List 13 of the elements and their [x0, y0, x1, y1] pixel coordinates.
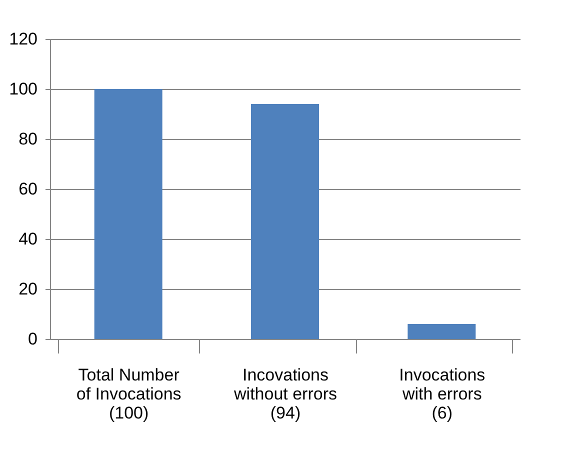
- y-tick-label: 100: [9, 80, 38, 98]
- bar: [408, 324, 476, 339]
- y-tick-label: 60: [18, 180, 38, 198]
- y-tick-label: 120: [9, 30, 38, 48]
- bar: [251, 104, 319, 339]
- x-tick-label: Total Number of Invocations (100): [76, 366, 182, 422]
- bar: [94, 89, 162, 339]
- x-tick-label: Incovations without errors (94): [233, 366, 337, 422]
- y-tick-label: 80: [18, 130, 38, 148]
- y-tick-label: 40: [18, 230, 38, 248]
- y-tick-label: 20: [18, 280, 38, 298]
- x-tick-label: Invocations with errors (6): [399, 366, 486, 422]
- y-tick-label: 0: [28, 330, 38, 348]
